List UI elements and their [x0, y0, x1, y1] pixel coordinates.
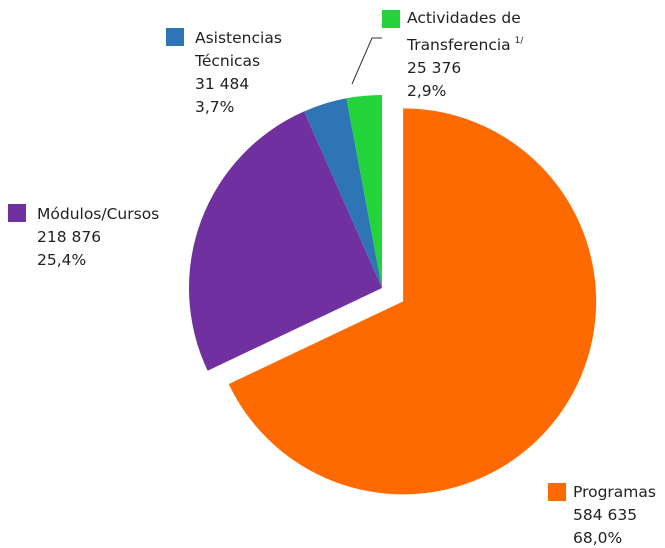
slice-label: Módulos/Cursos 218 876 25,4%: [37, 203, 197, 272]
pie-slice: [346, 95, 382, 288]
category-label: Módulos/Cursos: [37, 205, 160, 223]
value-label: 584 635: [573, 506, 638, 524]
legend-swatch: [166, 28, 184, 46]
legend-swatch: [8, 204, 26, 222]
percentage-label: 25,4%: [37, 251, 87, 269]
percentage-label: 68,0%: [573, 529, 623, 547]
slice-label: Programas 584 635 68,0%: [573, 481, 665, 548]
slice-label: Asistencias Técnicas 31 484 3,7%: [195, 27, 300, 119]
category-label: Asistencias Técnicas: [195, 29, 282, 70]
percentage-label: 3,7%: [195, 98, 235, 116]
legend-swatch: [382, 10, 400, 28]
category-label: Actividades de Transferencia: [407, 9, 521, 54]
pie-slice: [304, 98, 382, 288]
footnote-mark: 1/: [514, 36, 524, 46]
value-label: 31 484: [195, 75, 250, 93]
slice-label: Actividades de Transferencia 1/25 376 2,9%: [407, 7, 547, 103]
percentage-label: 2,9%: [407, 82, 447, 100]
pie-slice: [188, 111, 382, 371]
value-label: 218 876: [37, 228, 102, 246]
legend-swatch: [548, 483, 566, 501]
leader-line: [351, 37, 382, 85]
pie-slice: [228, 108, 597, 495]
category-label: Programas: [573, 483, 656, 501]
value-label: 25 376: [407, 59, 462, 77]
